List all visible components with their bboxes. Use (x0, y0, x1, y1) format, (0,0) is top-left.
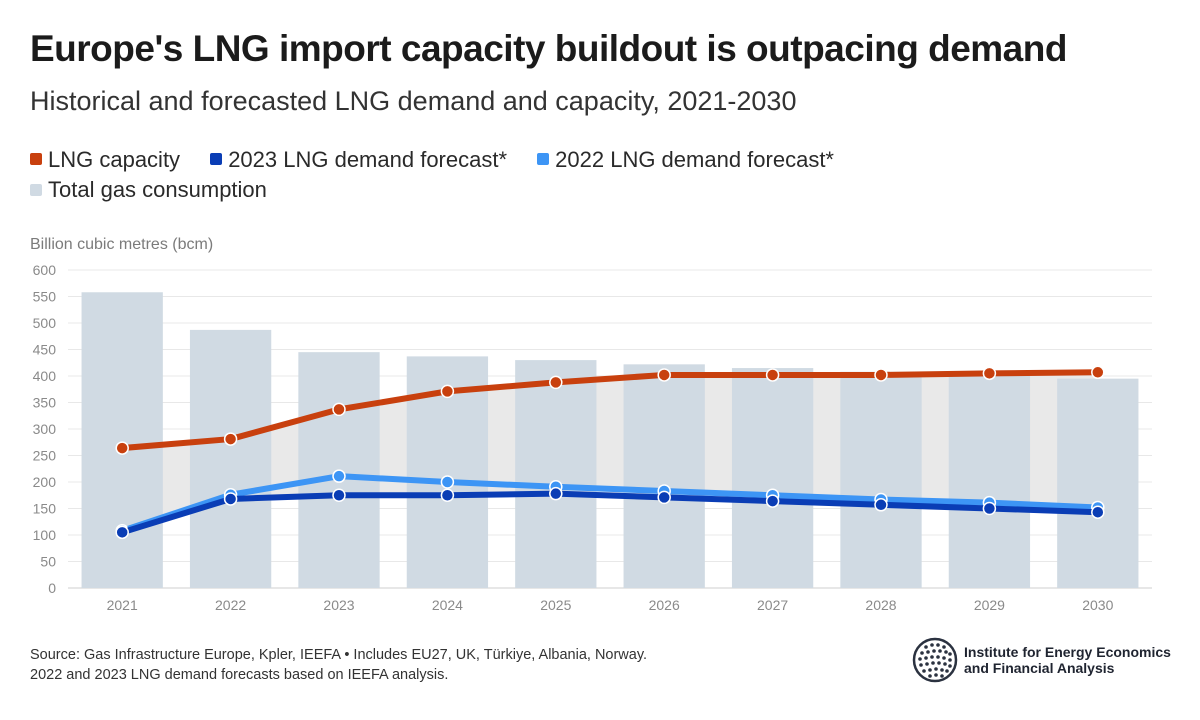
legend-label: LNG capacity (48, 146, 181, 172)
bar-total-gas-consumption (515, 360, 597, 588)
logo-line-1: Institute for Energy Economics (964, 644, 1171, 660)
point-lng-capacity (874, 368, 888, 382)
bar-total-gas-consumption (840, 371, 922, 588)
y-tick-label: 50 (40, 554, 56, 570)
point-lng-capacity (549, 375, 563, 390)
point-2023-lng-demand-forecast (549, 486, 563, 501)
x-tick-label: 2025 (540, 597, 571, 613)
logo-text: Institute for Energy Economics and Finan… (964, 644, 1171, 676)
x-tick-label: 2024 (432, 597, 463, 613)
y-tick-label: 150 (33, 501, 57, 517)
legend-swatch (210, 153, 223, 165)
point-2023-lng-demand-forecast (874, 498, 888, 512)
x-tick-label: 2021 (107, 597, 138, 613)
line-lng-capacity (119, 369, 1101, 452)
chart-title: Europe's LNG import capacity buildout is… (30, 28, 1067, 69)
chart-subtitle: Historical and forecasted LNG demand and… (30, 86, 797, 116)
bar-total-gas-consumption (189, 329, 272, 588)
y-tick-label: 200 (33, 474, 57, 490)
source-line-2: 2022 and 2023 LNG demand forecasts based… (30, 667, 449, 683)
bar-total-gas-consumption (731, 368, 814, 588)
point-lng-capacity (440, 384, 455, 399)
y-tick-label: 100 (33, 527, 57, 543)
y-tick-label: 0 (48, 580, 56, 596)
point-2023-lng-demand-forecast (440, 488, 455, 502)
point-lng-capacity (115, 441, 129, 455)
x-tick-label: 2026 (649, 597, 680, 613)
point-lng-capacity (332, 402, 346, 417)
bar-total-gas-consumption (948, 374, 1031, 588)
point-2023-lng-demand-forecast (765, 494, 780, 508)
x-tick-label: 2030 (1082, 597, 1113, 613)
y-tick-label: 400 (33, 368, 57, 384)
legend-label: Total gas consumption (48, 177, 267, 202)
legend-item-2022-forecast: 2022 LNG demand forecast* (537, 145, 834, 174)
point-2023-lng-demand-forecast (332, 488, 346, 502)
line-2023-lng-demand-forecast (119, 490, 1101, 536)
globe-icon (912, 637, 958, 683)
point-lng-capacity (1091, 365, 1105, 380)
bar-total-gas-consumption (1057, 378, 1139, 588)
y-tick-label: 450 (33, 342, 57, 358)
y-tick-label: 350 (33, 395, 57, 411)
legend-label: 2022 LNG demand forecast* (555, 146, 834, 172)
x-tick-label: 2029 (974, 597, 1005, 613)
bar-total-gas-consumption (623, 364, 705, 588)
source-note: Source: Gas Infrastructure Europe, Kpler… (30, 645, 647, 685)
point-2022-lng-demand-forecast (332, 469, 346, 483)
y-tick-label: 550 (33, 289, 57, 305)
ieefa-logo: Institute for Energy Economics and Finan… (912, 637, 1171, 683)
legend-swatch (537, 153, 550, 165)
chart-plot: 0 50 100 150 200 250 300 350 400 450 500 550 600 2021… (33, 262, 1152, 613)
y-tick-label: 600 (33, 262, 57, 278)
logo-line-2: and Financial Analysis (964, 660, 1115, 676)
bar-total-gas-consumption (81, 292, 163, 588)
point-2022-lng-demand-forecast (440, 475, 455, 489)
point-2023-lng-demand-forecast (1091, 505, 1105, 519)
legend-item-lng-capacity: LNG capacity (30, 145, 180, 174)
point-2023-lng-demand-forecast (657, 490, 671, 505)
line-2022-lng-demand-forecast (119, 473, 1101, 534)
axis-layer: 0 50 100 150 200 250 300 350 400 450 500 550 600 2021… (33, 262, 1114, 613)
legend: LNG capacity 2023 LNG demand forecast* 2… (30, 143, 1030, 204)
point-2023-lng-demand-forecast (223, 492, 238, 506)
point-lng-capacity (982, 366, 997, 381)
x-tick-label: 2022 (215, 597, 246, 613)
point-lng-capacity (223, 432, 238, 446)
y-tick-label: 250 (33, 448, 57, 464)
point-2023-lng-demand-forecast (115, 525, 129, 540)
legend-item-total-consumption: Total gas consumption (30, 175, 267, 204)
x-tick-label: 2028 (865, 597, 896, 613)
x-tick-label: 2027 (757, 597, 788, 613)
line-layer (115, 365, 1105, 540)
point-lng-capacity (657, 368, 671, 382)
y-axis-units-label: Billion cubic metres (bcm) (30, 236, 214, 253)
legend-label: 2023 LNG demand forecast* (228, 146, 508, 172)
legend-swatch (30, 153, 42, 165)
x-tick-label: 2023 (323, 597, 354, 613)
point-lng-capacity (765, 368, 780, 382)
bar-layer (81, 292, 1139, 588)
y-tick-label: 500 (33, 315, 57, 331)
legend-item-2023-forecast: 2023 LNG demand forecast* (210, 145, 507, 174)
legend-swatch (30, 183, 42, 196)
source-line-1: Source: Gas Infrastructure Europe, Kpler… (30, 647, 648, 663)
y-tick-label: 300 (33, 421, 57, 437)
point-2023-lng-demand-forecast (982, 501, 997, 516)
